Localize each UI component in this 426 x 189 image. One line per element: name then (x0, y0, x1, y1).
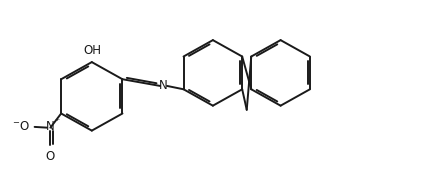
Text: $^{+}$: $^{+}$ (54, 116, 60, 125)
Text: $^{-}$O: $^{-}$O (12, 120, 29, 133)
Text: N: N (158, 79, 167, 92)
Text: O: O (46, 150, 55, 163)
Text: N: N (46, 120, 55, 133)
Text: OH: OH (83, 43, 101, 57)
